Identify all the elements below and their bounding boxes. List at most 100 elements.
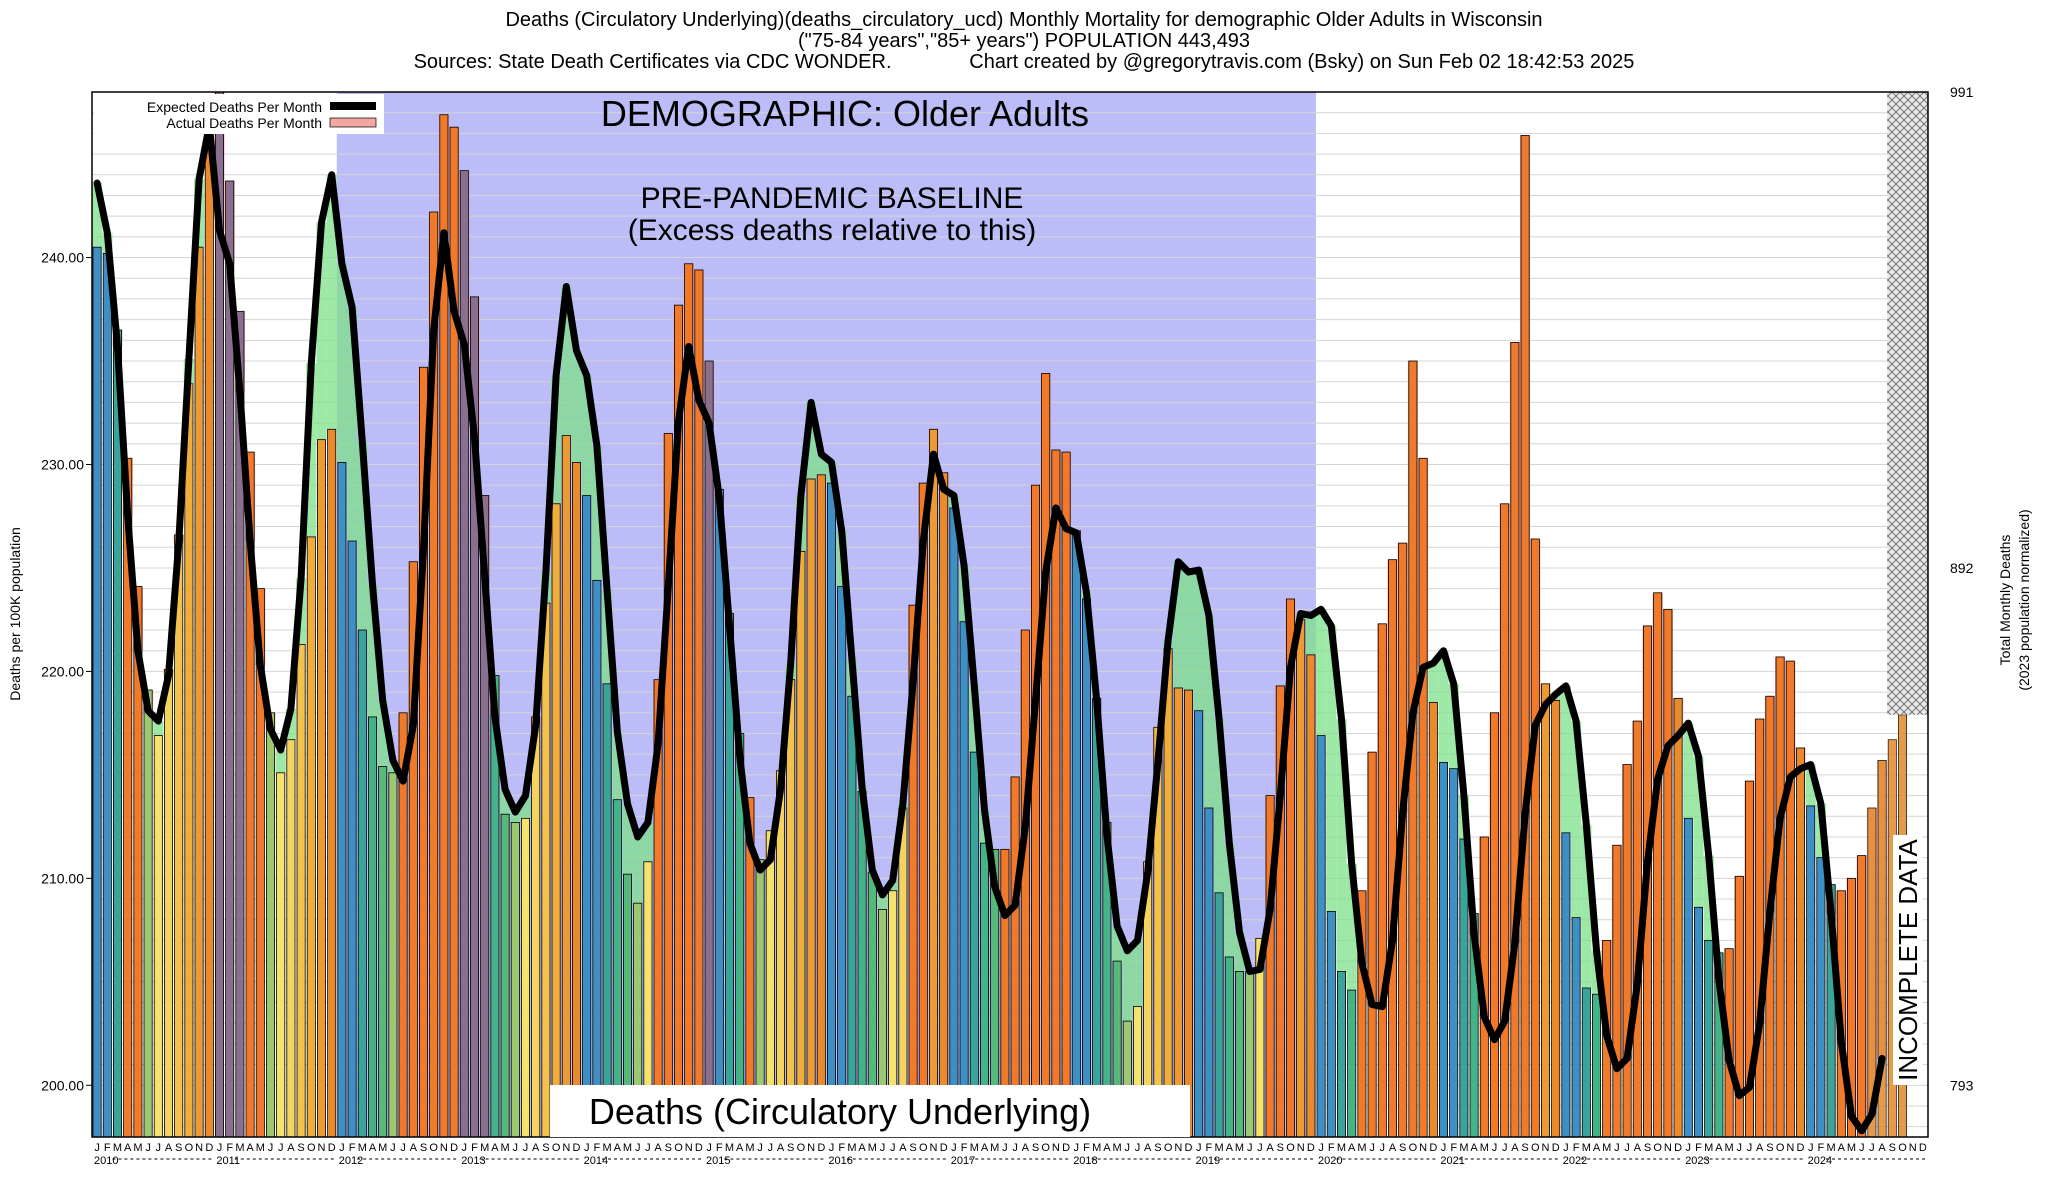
- month-tick-label: D: [1429, 1142, 1437, 1154]
- actual-bar: [1388, 559, 1398, 1138]
- month-tick-label: F: [961, 1142, 968, 1154]
- excess-band: [561, 286, 572, 436]
- actual-bar: [1377, 623, 1387, 1138]
- chart-titles: Deaths (Circulatory Underlying)(deaths_c…: [0, 10, 2048, 73]
- actual-bar: [500, 813, 510, 1138]
- month-tick-label: N: [1664, 1142, 1672, 1154]
- baseline-annotation-line1: PRE-PANDEMIC BASELINE: [641, 182, 1024, 215]
- month-tick-label: J: [1002, 1142, 1008, 1154]
- month-tick-label: D: [695, 1142, 703, 1154]
- month-tick-label: A: [1103, 1142, 1111, 1154]
- actual-bar: [1051, 449, 1061, 1138]
- incomplete-data-label: INCOMPLETE DATA: [1893, 838, 1923, 1080]
- month-tick-label: S: [909, 1142, 916, 1154]
- month-tick-label: N: [1786, 1142, 1794, 1154]
- month-tick-label: J: [1808, 1142, 1814, 1154]
- month-tick-label: M: [623, 1142, 632, 1154]
- excess-band: [1438, 650, 1449, 763]
- month-tick-label: M: [1092, 1142, 1101, 1154]
- y-tick-label: 220.00: [41, 663, 84, 679]
- month-tick-label: J: [523, 1142, 529, 1154]
- month-tick-label: A: [369, 1142, 377, 1154]
- month-tick-label: A: [410, 1142, 418, 1154]
- y-axis-label: Deaths per 100K population: [7, 527, 23, 701]
- y2-axis-label-line2: (2023 population normalized): [2016, 509, 2032, 690]
- month-tick-label: D: [817, 1142, 825, 1154]
- month-tick-label: N: [1419, 1142, 1427, 1154]
- actual-bar: [959, 621, 969, 1138]
- month-tick-label: J: [1614, 1142, 1620, 1154]
- month-tick-label: O: [1164, 1142, 1173, 1154]
- month-tick-label: J: [1380, 1142, 1386, 1154]
- month-tick-label: O: [429, 1142, 438, 1154]
- actual-bar: [1224, 956, 1234, 1138]
- month-tick-label: A: [981, 1142, 989, 1154]
- month-tick-label: S: [297, 1142, 304, 1154]
- month-tick-label: S: [787, 1142, 794, 1154]
- month-tick-label: A: [1144, 1142, 1152, 1154]
- month-tick-label: F: [1573, 1142, 1580, 1154]
- actual-bar: [1510, 341, 1520, 1138]
- month-tick-label: J: [1441, 1142, 1447, 1154]
- month-tick-label: N: [195, 1142, 203, 1154]
- month-tick-label: F: [104, 1142, 111, 1154]
- actual-bar: [378, 766, 388, 1138]
- month-tick-label: M: [1235, 1142, 1244, 1154]
- month-tick-label: A: [1389, 1142, 1397, 1154]
- month-tick-label: D: [328, 1142, 336, 1154]
- month-tick-label: F: [716, 1142, 723, 1154]
- month-tick-label: O: [1041, 1142, 1050, 1154]
- month-tick-label: J: [513, 1142, 519, 1154]
- actual-bar: [92, 246, 102, 1138]
- year-tick-label: 2010: [94, 1155, 118, 1167]
- actual-bar: [1367, 751, 1377, 1138]
- month-tick-label: M: [1582, 1142, 1591, 1154]
- month-tick-label: A: [246, 1142, 254, 1154]
- month-tick-label: F: [594, 1142, 601, 1154]
- actual-bar: [1439, 762, 1449, 1138]
- actual-bar: [316, 439, 326, 1138]
- month-tick-label: J: [1257, 1142, 1263, 1154]
- month-tick-label: J: [1563, 1142, 1569, 1154]
- excess-band: [500, 789, 511, 815]
- month-tick-label: J: [268, 1142, 274, 1154]
- month-tick-label: M: [1827, 1142, 1836, 1154]
- month-tick-label: J: [880, 1142, 886, 1154]
- month-tick-label: J: [400, 1142, 406, 1154]
- actual-bar: [837, 586, 847, 1138]
- excess-band: [1571, 721, 1582, 918]
- month-tick-label: N: [318, 1142, 326, 1154]
- excess-band: [1805, 764, 1816, 806]
- excess-band: [347, 307, 358, 542]
- month-tick-label: J: [1869, 1142, 1875, 1154]
- month-tick-label: J: [1492, 1142, 1498, 1154]
- month-tick-label: J: [1502, 1142, 1508, 1154]
- actual-bar: [551, 503, 561, 1138]
- actual-bar: [204, 137, 214, 1138]
- month-tick-label: S: [1889, 1142, 1896, 1154]
- year-tick-label: 2013: [461, 1155, 485, 1167]
- actual-bar: [949, 507, 959, 1138]
- month-tick-label: J: [145, 1142, 151, 1154]
- month-tick-label: F: [471, 1142, 478, 1154]
- month-tick-label: A: [614, 1142, 622, 1154]
- month-tick-label: F: [1328, 1142, 1335, 1154]
- month-tick-label: D: [1185, 1142, 1193, 1154]
- actual-bar: [582, 495, 592, 1138]
- excess-band: [581, 375, 592, 496]
- month-tick-label: A: [1348, 1142, 1356, 1154]
- month-tick-label: J: [757, 1142, 763, 1154]
- actual-bar: [1520, 135, 1530, 1138]
- actual-bar: [1755, 718, 1765, 1138]
- month-tick-label: D: [1674, 1142, 1682, 1154]
- actual-bar: [1031, 484, 1041, 1138]
- excess-band: [1305, 615, 1316, 655]
- actual-bar: [531, 716, 541, 1138]
- month-tick-label: O: [797, 1142, 806, 1154]
- excess-band: [520, 795, 531, 819]
- month-tick-label: J: [156, 1142, 162, 1154]
- excess-band: [316, 222, 327, 440]
- actual-bar: [1857, 855, 1867, 1138]
- month-tick-label: J: [829, 1142, 835, 1154]
- month-tick-label: M: [725, 1142, 734, 1154]
